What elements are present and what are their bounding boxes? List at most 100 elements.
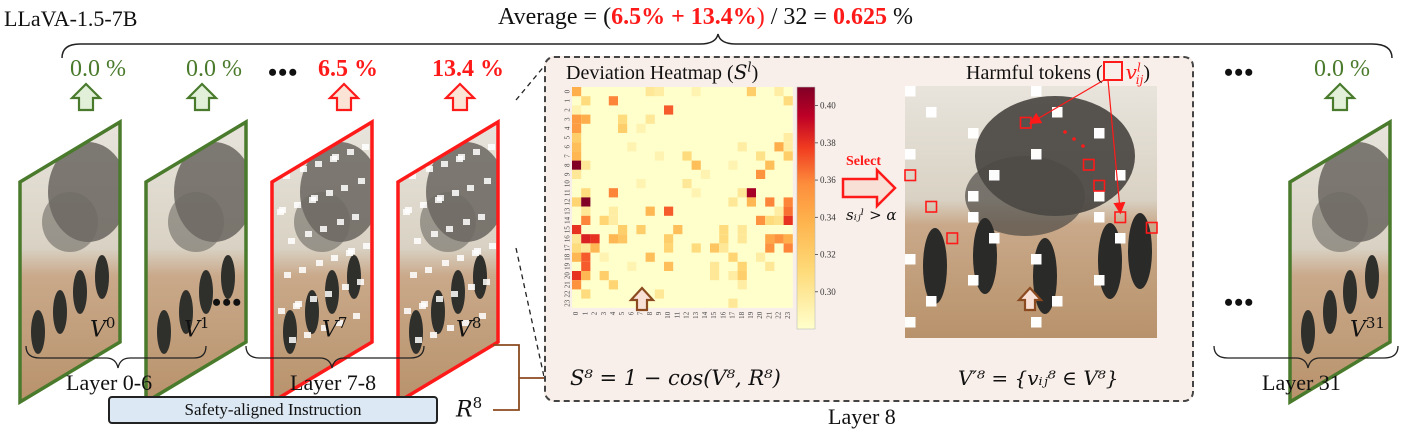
group-label-layer-0-6: Layer 0-6 [66, 370, 153, 395]
masked-token [1031, 317, 1042, 328]
masked-token [1115, 170, 1126, 181]
heatmap-cell [783, 243, 793, 253]
safety-instruction-box: Safety-aligned Instruction [108, 396, 438, 424]
heatmap-cell [636, 225, 646, 235]
harmful-tokens-image [904, 79, 1158, 338]
colorbar-tick: 0.30 [820, 287, 836, 297]
heatmap-y-tick: 14 [564, 216, 572, 224]
heatmap-x-tick: 21 [765, 311, 773, 319]
heatmap-cell [756, 151, 766, 161]
heatmap-cell [783, 197, 793, 207]
masked-token [1094, 191, 1105, 202]
heatmap-cell [581, 289, 591, 299]
group-label-layer-8: Layer 8 [828, 404, 896, 429]
token-box-icon [1102, 61, 1123, 81]
heatmap-x-tick: 1 [581, 311, 589, 315]
heatmap-y-tick: 22 [564, 290, 572, 298]
heatmap-cell [608, 96, 618, 106]
heatmap-y-tick: 11 [564, 189, 572, 196]
average-plus: + [665, 4, 691, 30]
masked-token [989, 233, 1000, 244]
heatmap-y-tick: 12 [564, 198, 572, 206]
average-term-1: 6.5% [611, 4, 666, 30]
heatmap-y-tick: 0 [564, 89, 572, 93]
heatmap-cell [691, 188, 701, 198]
masked-token [1031, 86, 1042, 97]
heatmap-cell [581, 188, 591, 198]
heatmap-y-tick: 20 [564, 272, 572, 280]
heatmap-cell [756, 169, 766, 179]
heatmap-cell [710, 271, 720, 281]
heatmap-y-tick: 4 [564, 126, 572, 130]
select-label: Select [846, 154, 881, 169]
model-name: LLaVA-1.5-7B [4, 6, 138, 31]
heatmap-cell [774, 206, 784, 216]
heatmap-y-tick: 9 [564, 172, 572, 176]
heatmap-cell [608, 234, 618, 244]
heatmap-cell [783, 234, 793, 244]
heatmap-y-tick: 21 [564, 281, 572, 289]
average-term-2: 13.4% [690, 4, 757, 30]
heatmap-cell [728, 298, 738, 308]
heatmap-cell [746, 188, 756, 198]
heatmap-cell [581, 197, 591, 207]
heatmap-y-tick: 13 [564, 207, 572, 215]
ellipsis-dot [1063, 130, 1067, 134]
masked-token [1052, 107, 1063, 118]
heatmap-cell [774, 234, 784, 244]
brace-layer-31 [1213, 345, 1399, 369]
heatmap-cell [765, 261, 775, 271]
heatmap-cell [645, 206, 655, 216]
ellipsis-dot [1081, 144, 1085, 148]
heatmap-cell [664, 206, 674, 216]
heatmap-cell [581, 243, 591, 253]
masked-token [1115, 233, 1126, 244]
heatmap-cell [608, 188, 618, 198]
heatmap-cell [572, 169, 582, 179]
heatmap-cell [636, 179, 646, 189]
heatmap-cell [636, 123, 646, 133]
heatmap-cell [783, 151, 793, 161]
colorbar-tick: 0.36 [820, 175, 836, 185]
heatmap-cell [618, 225, 628, 235]
zoom-line-bottom [515, 247, 549, 396]
masked-token [926, 296, 937, 307]
heatmap-x-tick: 12 [683, 311, 691, 319]
heatmap-cell [737, 261, 747, 271]
heatmap-x-tick: 20 [756, 311, 764, 319]
percent-v1: 0.0 % [186, 56, 242, 82]
colorbar-tick: 0.32 [820, 250, 836, 260]
heatmap-cell [682, 151, 692, 161]
label-v31: V31 [1350, 314, 1385, 343]
heatmap-cell [654, 289, 664, 299]
heatmap-x-tick: 15 [710, 311, 718, 319]
heatmap-cell [719, 243, 729, 253]
heatmap-x-tick: 19 [747, 311, 755, 319]
formula-s8: S⁸ = 1 − cos(V⁸, R⁸) [570, 366, 781, 390]
label-v8: V8 [456, 314, 482, 343]
heatmap-cell [737, 225, 747, 235]
brace-layer-0-6 [25, 345, 207, 369]
heatmap-cell [581, 271, 591, 281]
masked-token [905, 149, 916, 160]
masked-token [968, 128, 979, 139]
heatmap-cell [572, 234, 582, 244]
harmful-token-box [946, 232, 959, 245]
colorbar-tick: 0.38 [820, 138, 836, 148]
heatmap-cell [691, 160, 701, 170]
heatmap-cell [581, 261, 591, 271]
harmful-token-box [925, 200, 938, 213]
heatmap-cell [572, 87, 582, 97]
heatmap-cell [581, 160, 591, 170]
heatmap-x-tick: 9 [655, 311, 663, 315]
heatmap-cell [618, 123, 628, 133]
heatmap-cell [572, 123, 582, 133]
heatmap-x-tick: 23 [784, 311, 792, 319]
heatmap-cell [645, 252, 655, 262]
masked-token [1094, 128, 1105, 139]
average-formula: Average = (6.5% + 13.4%) / 32 = 0.625 % [0, 4, 1411, 31]
heatmap-cell [572, 225, 582, 235]
masked-token [1094, 275, 1105, 286]
heatmap-y-tick: 16 [564, 235, 572, 243]
masked-token [1031, 254, 1042, 265]
